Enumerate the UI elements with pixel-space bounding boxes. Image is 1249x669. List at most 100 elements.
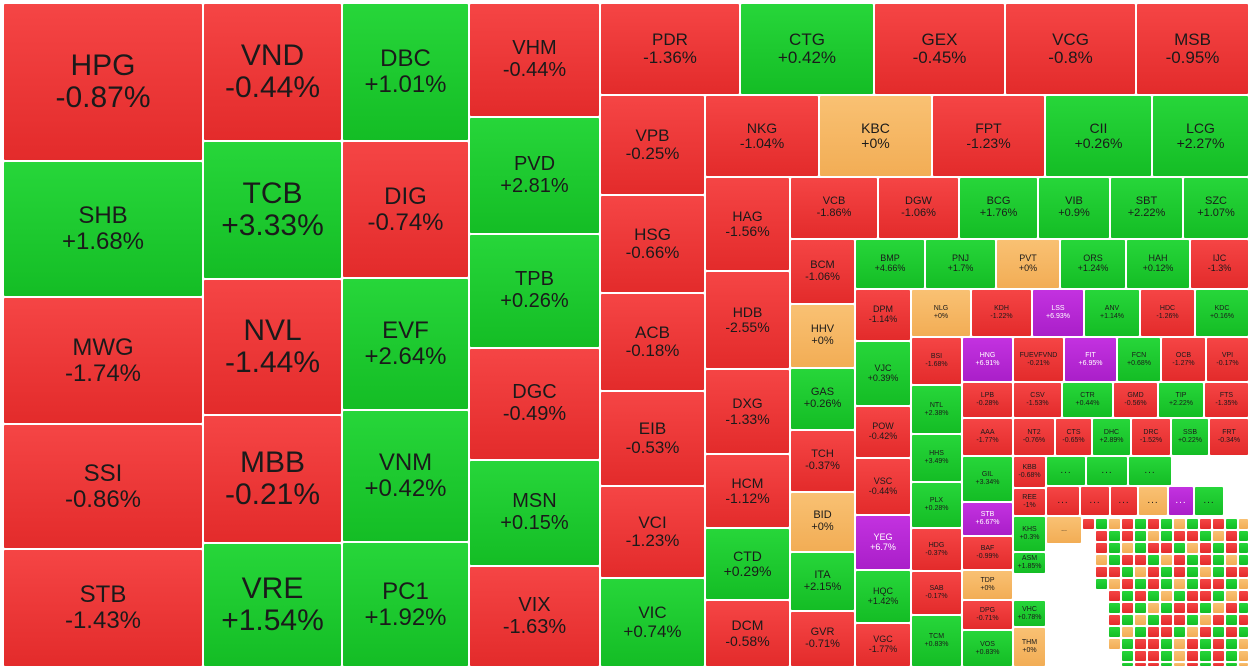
stock-tile-nt2[interactable]: NT2 -0.76%: [1013, 418, 1055, 456]
mini-stock-tile[interactable]: [1108, 590, 1121, 602]
mini-stock-tile[interactable]: [1225, 542, 1238, 554]
mini-stock-tile[interactable]: [1225, 626, 1238, 638]
mini-stock-tile[interactable]: [1225, 662, 1238, 667]
mini-stock-tile[interactable]: [1160, 566, 1173, 578]
mini-stock-tile[interactable]: [1238, 662, 1249, 667]
mini-stock-tile[interactable]: [1186, 662, 1199, 667]
stock-tile-vpi[interactable]: VPI -0.17%: [1206, 337, 1249, 382]
mini-stock-tile[interactable]: [1212, 542, 1225, 554]
mini-stock-tile[interactable]: [1238, 590, 1249, 602]
stock-tile-ijc[interactable]: IJC -1.3%: [1190, 239, 1249, 289]
mini-stock-tile[interactable]: [1108, 554, 1121, 566]
mini-stock-tile[interactable]: [1147, 626, 1160, 638]
mini-stock-tile[interactable]: [1186, 590, 1199, 602]
mini-stock-tile[interactable]: [1121, 662, 1134, 667]
stock-tile-szc[interactable]: SZC +1.07%: [1183, 177, 1249, 239]
stock-tile-hhs[interactable]: HHS +3.49%: [911, 434, 962, 482]
mini-stock-tile[interactable]: [1186, 614, 1199, 626]
stock-tile-lcg[interactable]: LCG +2.27%: [1152, 95, 1249, 177]
stock-tile-nlg[interactable]: NLG +0%: [911, 289, 971, 337]
mini-stock-tile[interactable]: [1147, 590, 1160, 602]
stock-tile-hcm[interactable]: HCM -1.12%: [705, 454, 790, 528]
mini-stock-tile[interactable]: [1225, 530, 1238, 542]
stock-tile-hqc[interactable]: HQC +1.42%: [855, 570, 911, 623]
mini-stock-tile[interactable]: [1134, 626, 1147, 638]
stock-tile-pvt[interactable]: PVT +0%: [996, 239, 1060, 289]
stock-tile-sbt[interactable]: SBT +2.22%: [1110, 177, 1183, 239]
mini-stock-tile[interactable]: [1186, 554, 1199, 566]
mini-stock-tile[interactable]: [1108, 614, 1121, 626]
mini-stock-tile[interactable]: [1121, 518, 1134, 530]
mini-stock-tile[interactable]: [1173, 662, 1186, 667]
mini-stock-tile[interactable]: [1147, 638, 1160, 650]
mini-stock-tile[interactable]: [1238, 602, 1249, 614]
stock-tile-thm[interactable]: THM +0%: [1013, 627, 1046, 667]
mini-stock-tile[interactable]: [1186, 650, 1199, 662]
stock-tile-nkg[interactable]: NKG -1.04%: [705, 95, 819, 177]
mini-stock-tile[interactable]: [1147, 578, 1160, 590]
stock-tile-pow[interactable]: POW -0.42%: [855, 406, 911, 458]
stock-tile-more[interactable]: ...: [1168, 486, 1194, 516]
stock-tile-vjc[interactable]: VJC +0.39%: [855, 341, 911, 406]
mini-stock-tile[interactable]: [1238, 614, 1249, 626]
mini-stock-tile[interactable]: [1199, 602, 1212, 614]
stock-tile-vic[interactable]: VIC +0.74%: [600, 578, 705, 667]
stock-tile-hah[interactable]: HAH +0.12%: [1126, 239, 1190, 289]
mini-stock-tile[interactable]: [1212, 578, 1225, 590]
mini-stock-tile[interactable]: [1095, 578, 1108, 590]
stock-tile-vhc[interactable]: VHC +0.78%: [1013, 600, 1046, 627]
mini-stock-tile[interactable]: [1199, 638, 1212, 650]
stock-tile-dxg[interactable]: DXG -1.33%: [705, 369, 790, 454]
mini-stock-tile[interactable]: [1160, 662, 1173, 667]
mini-stock-tile[interactable]: [1134, 638, 1147, 650]
stock-tile-mbb[interactable]: MBB -0.21%: [203, 415, 342, 543]
stock-tile-acb[interactable]: ACB -0.18%: [600, 293, 705, 391]
stock-tile-vib[interactable]: VIB +0.9%: [1038, 177, 1110, 239]
mini-stock-tile[interactable]: [1212, 530, 1225, 542]
mini-stock-tile[interactable]: [1173, 650, 1186, 662]
stock-tile-frt[interactable]: FRT -0.34%: [1209, 418, 1249, 456]
stock-tile-eib[interactable]: EIB -0.53%: [600, 391, 705, 486]
stock-tile-vre[interactable]: VRE +1.54%: [203, 543, 342, 667]
stock-tile-sab[interactable]: SAB -0.17%: [911, 571, 962, 615]
stock-tile-vgc[interactable]: VGC -1.77%: [855, 623, 911, 667]
stock-tile-ree[interactable]: REE -1%: [1013, 488, 1046, 516]
stock-tile-pnj[interactable]: PNJ +1.7%: [925, 239, 996, 289]
mini-stock-tile[interactable]: [1173, 554, 1186, 566]
mini-stock-tile[interactable]: [1147, 566, 1160, 578]
mini-stock-tile[interactable]: [1212, 650, 1225, 662]
mini-stock-tile[interactable]: [1134, 650, 1147, 662]
stock-tile-hdg[interactable]: HDG -0.37%: [911, 528, 962, 571]
mini-stock-tile[interactable]: [1212, 614, 1225, 626]
mini-stock-tile[interactable]: [1238, 518, 1249, 530]
mini-stock-tile[interactable]: [1186, 578, 1199, 590]
mini-stock-tile[interactable]: [1238, 542, 1249, 554]
mini-stock-tile[interactable]: [1225, 578, 1238, 590]
stock-tile-more[interactable]: ...: [1128, 456, 1172, 486]
mini-stock-tile[interactable]: [1095, 542, 1108, 554]
mini-stock-tile[interactable]: [1108, 518, 1121, 530]
mini-stock-tile[interactable]: [1147, 542, 1160, 554]
stock-tile-fcn[interactable]: FCN +0.68%: [1117, 337, 1161, 382]
stock-tile-tdp[interactable]: TDP +0%: [962, 570, 1013, 600]
mini-stock-tile[interactable]: [1186, 542, 1199, 554]
mini-stock-tile[interactable]: [1173, 614, 1186, 626]
mini-stock-tile[interactable]: [1225, 518, 1238, 530]
mini-stock-tile[interactable]: [1173, 578, 1186, 590]
stock-tile-vcg[interactable]: VCG -0.8%: [1005, 3, 1136, 95]
mini-stock-tile[interactable]: [1134, 602, 1147, 614]
stock-tile-dpg[interactable]: DPG -0.71%: [962, 600, 1013, 630]
stock-tile-anv[interactable]: ANV +1.14%: [1084, 289, 1140, 337]
stock-tile-vix[interactable]: VIX -1.63%: [469, 566, 600, 667]
mini-stock-tile[interactable]: [1121, 614, 1134, 626]
mini-stock-tile[interactable]: [1160, 590, 1173, 602]
mini-stock-tile[interactable]: [1108, 626, 1121, 638]
stock-tile-vcb[interactable]: VCB -1.86%: [790, 177, 878, 239]
mini-stock-tile[interactable]: [1199, 650, 1212, 662]
mini-stock-tile[interactable]: [1160, 650, 1173, 662]
mini-stock-tile[interactable]: [1134, 614, 1147, 626]
stock-tile-asm[interactable]: ASM +1.85%: [1013, 552, 1046, 574]
stock-tile-drc[interactable]: DRC -1.52%: [1131, 418, 1171, 456]
stock-tile-bcg[interactable]: BCG +1.76%: [959, 177, 1038, 239]
mini-stock-tile[interactable]: [1147, 518, 1160, 530]
